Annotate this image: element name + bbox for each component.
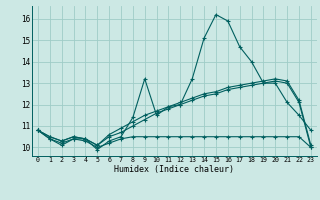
X-axis label: Humidex (Indice chaleur): Humidex (Indice chaleur): [115, 165, 234, 174]
